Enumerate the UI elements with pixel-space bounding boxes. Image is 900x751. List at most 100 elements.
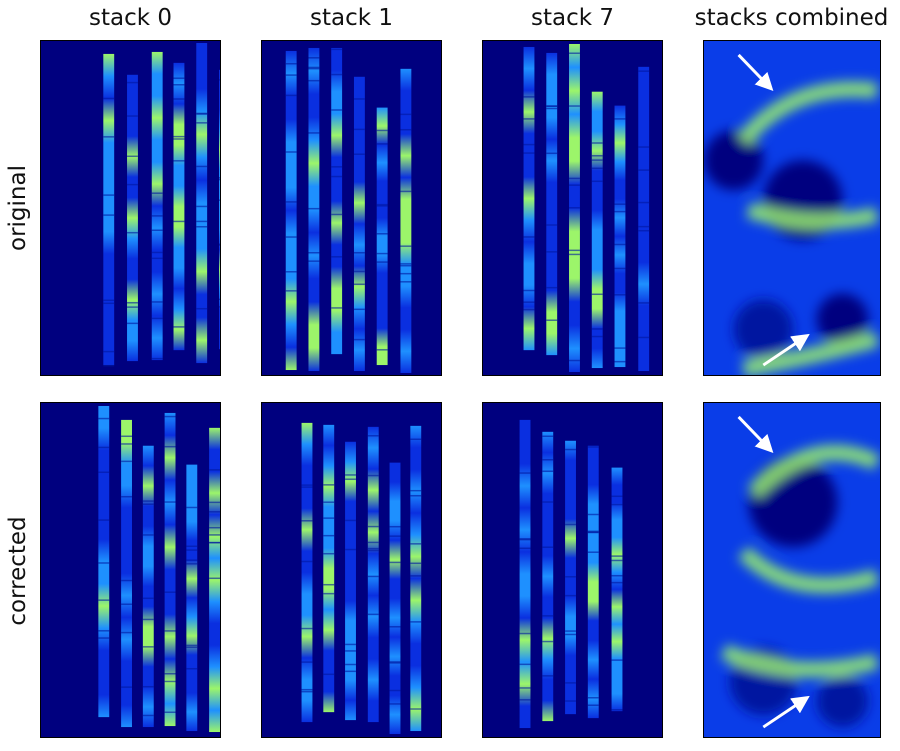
strip [196,42,208,364]
strip-line [410,708,422,710]
strip-line [186,646,198,648]
strip-image [523,43,650,373]
panel-corrected-stack-1 [261,402,442,738]
strip-line [565,700,576,702]
strip-line [376,233,388,235]
strip-line [196,307,208,310]
strip-line [565,576,576,578]
strip-line [103,299,115,302]
strip [410,425,422,732]
strip-line [591,159,603,161]
strip-line [219,243,220,246]
panel-original-stack-0 [40,40,221,376]
strip-line [367,613,379,616]
strip-line [376,143,388,145]
strip-line [209,501,220,504]
strip-line [591,167,603,170]
strip-line [638,70,650,72]
strip-line [331,256,343,258]
strip-line [614,360,626,363]
strip-line [614,118,626,120]
strip-line [323,517,335,519]
strip [367,426,379,723]
strip-line [209,577,220,580]
strip-line [638,225,650,228]
strip-line [345,478,356,480]
strip-line [103,97,115,100]
strip-line [209,526,220,529]
strip-line [127,322,138,325]
strip-line [164,501,176,503]
col-title-stacks-combined: stacks combined [694,5,889,31]
strip-line [285,201,297,203]
strip-line [331,175,343,178]
strip-line [173,160,185,162]
strip [376,107,388,366]
strip-line [151,317,163,320]
strip-line [542,675,554,677]
strip-line [614,210,626,213]
strip-image [519,419,623,729]
strip-line [542,615,554,617]
strip-image [301,422,422,735]
strip-line [591,328,603,330]
strip-line [98,562,110,564]
strip-line [196,165,208,168]
strip [587,445,599,719]
strip-line [186,506,198,509]
strip-line [376,203,388,206]
ring-highlight [742,331,880,375]
strip-line [98,471,110,474]
strip-line [308,207,320,210]
strip-line [569,207,580,209]
strip-line [301,484,313,486]
strip-line [591,155,603,157]
strip-line [301,688,313,691]
strip-line [611,559,623,562]
strip-line [565,633,576,636]
strip-line [353,308,365,311]
strip-line [98,519,110,521]
strip-line [173,135,185,138]
strip-line [219,298,220,301]
strip-line [164,680,176,683]
strip-line [196,112,208,115]
strip [103,53,115,366]
strip-line [121,460,132,463]
strip-line [345,643,356,646]
panel-corrected-stacks-combined [703,402,881,738]
strip-line [173,138,185,140]
row-label-corrected: corrected [5,516,31,626]
strip-line [523,289,535,292]
strip-line [308,79,320,82]
strip-line [219,199,220,201]
strip-line [308,66,320,69]
strip-line [164,591,176,593]
strip-line [389,561,401,564]
strip-line [367,525,379,528]
strip-line [614,347,626,349]
strip-line [345,663,356,666]
strip-line [323,673,335,676]
annotation-arrow-top [737,53,774,92]
strip-line [186,667,198,670]
strip-line [301,661,313,663]
strip-line [400,245,412,247]
combined-image [704,41,880,375]
strip-line [546,105,558,107]
strip-line [186,549,198,551]
strip [186,464,198,732]
strip-line [301,560,313,563]
strip-line [308,251,320,254]
panel-original-stack-7 [482,40,663,376]
strip-line [400,281,412,283]
strip-line [219,176,220,179]
strip-line [98,599,110,601]
strip-line [173,98,185,100]
strip-line [523,118,535,120]
strip-line [519,538,531,540]
strip-line [565,594,576,597]
strip-line [103,136,115,138]
strip-line [285,94,297,97]
strip [542,431,554,722]
